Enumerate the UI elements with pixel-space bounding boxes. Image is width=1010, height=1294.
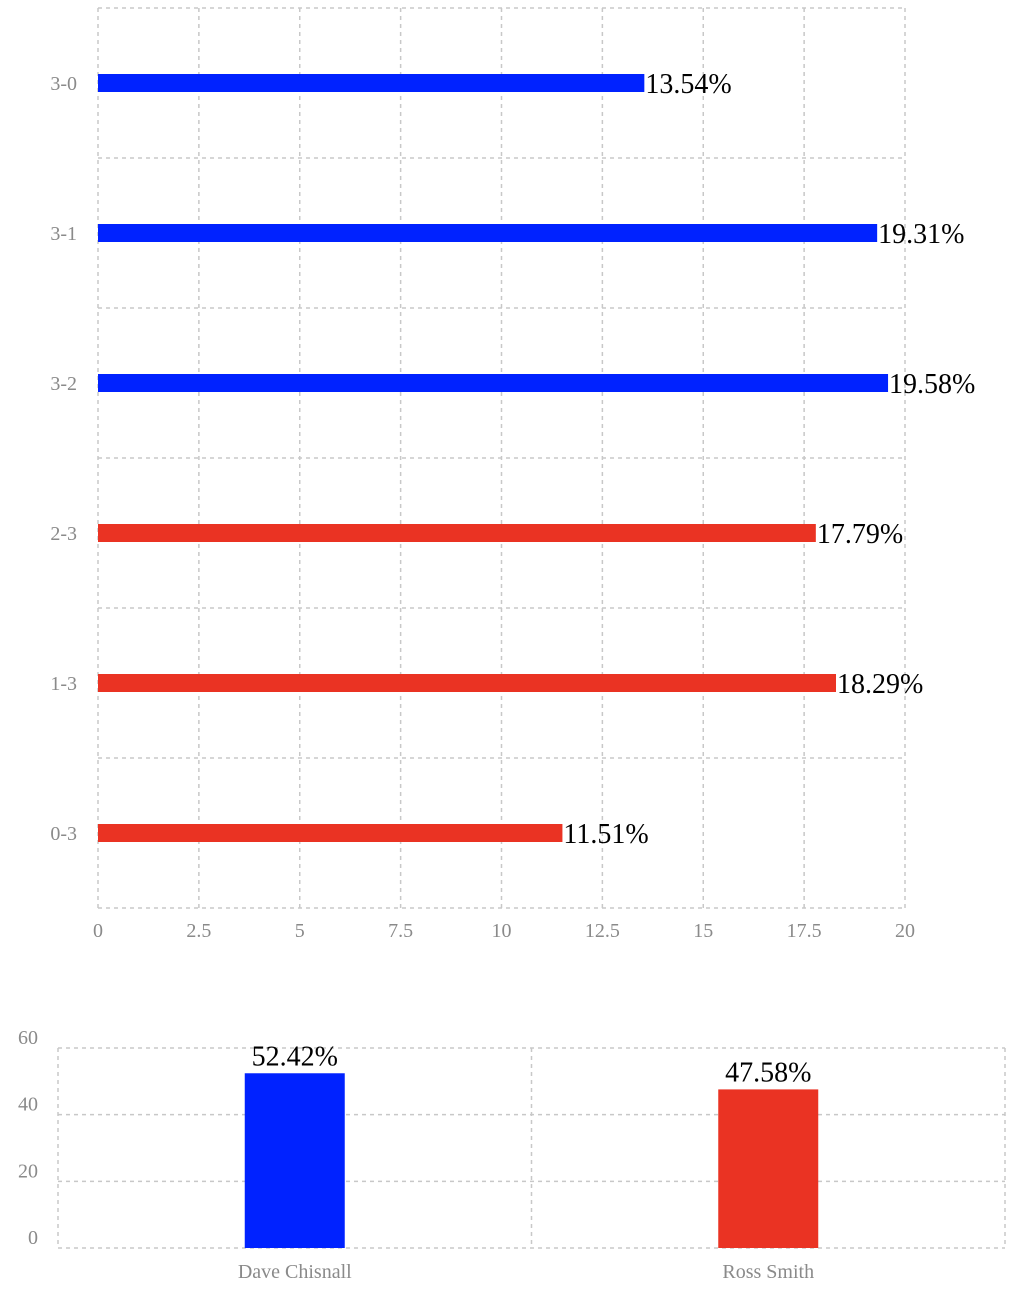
y-tick-label: 0-3 [50,823,77,845]
bar [98,74,645,92]
x-tick-label: 17.5 [787,920,822,942]
y-tick-label: 20 [18,1160,38,1182]
y-tick-label: 3-1 [50,223,77,245]
bar [98,224,878,242]
bar [244,1073,345,1248]
x-tick-label: 12.5 [585,920,620,942]
x-tick-label: 20 [895,920,915,942]
data-label: 11.51% [563,819,648,850]
y-tick-label: 40 [18,1094,38,1116]
match-winner-bar-chart: 0 20 40 60 52.42% Dave Chisnall 47.58% Ross Smi… [18,1027,1006,1283]
x-tick-label: Dave Chisnall [238,1261,352,1283]
bar [98,374,889,392]
data-label: 52.42% [252,1041,338,1072]
y-tick-label: 3-2 [50,373,77,395]
data-label: 19.31% [878,219,964,250]
x-tick-label: Ross Smith [722,1261,814,1283]
bar [718,1089,819,1248]
correct-score-bar-chart: 0 2.5 5 7.5 10 12.5 15 17.5 20 3-0 13.54% 3-1 19.31%… [50,7,975,942]
y-tick-label: 3-0 [50,73,77,95]
x-tick-label: 15 [693,920,713,942]
x-tick-label: 7.5 [388,920,413,942]
bar [98,524,816,542]
data-label: 47.58% [725,1057,811,1088]
grid-lines [57,1047,1006,1249]
data-label: 13.54% [645,69,731,100]
x-tick-label: 5 [295,920,305,942]
bar [98,824,563,842]
bar [98,674,837,692]
x-tick-label: 2.5 [186,920,211,942]
data-label: 17.79% [817,519,903,550]
data-label: 19.58% [889,369,975,400]
data-label: 18.29% [837,669,923,700]
y-tick-label: 0 [28,1227,38,1249]
y-tick-label: 60 [18,1027,38,1049]
x-tick-label: 0 [93,920,103,942]
y-tick-label: 1-3 [50,673,77,695]
x-tick-label: 10 [492,920,512,942]
grid-lines [97,7,906,909]
y-tick-label: 2-3 [50,523,77,545]
